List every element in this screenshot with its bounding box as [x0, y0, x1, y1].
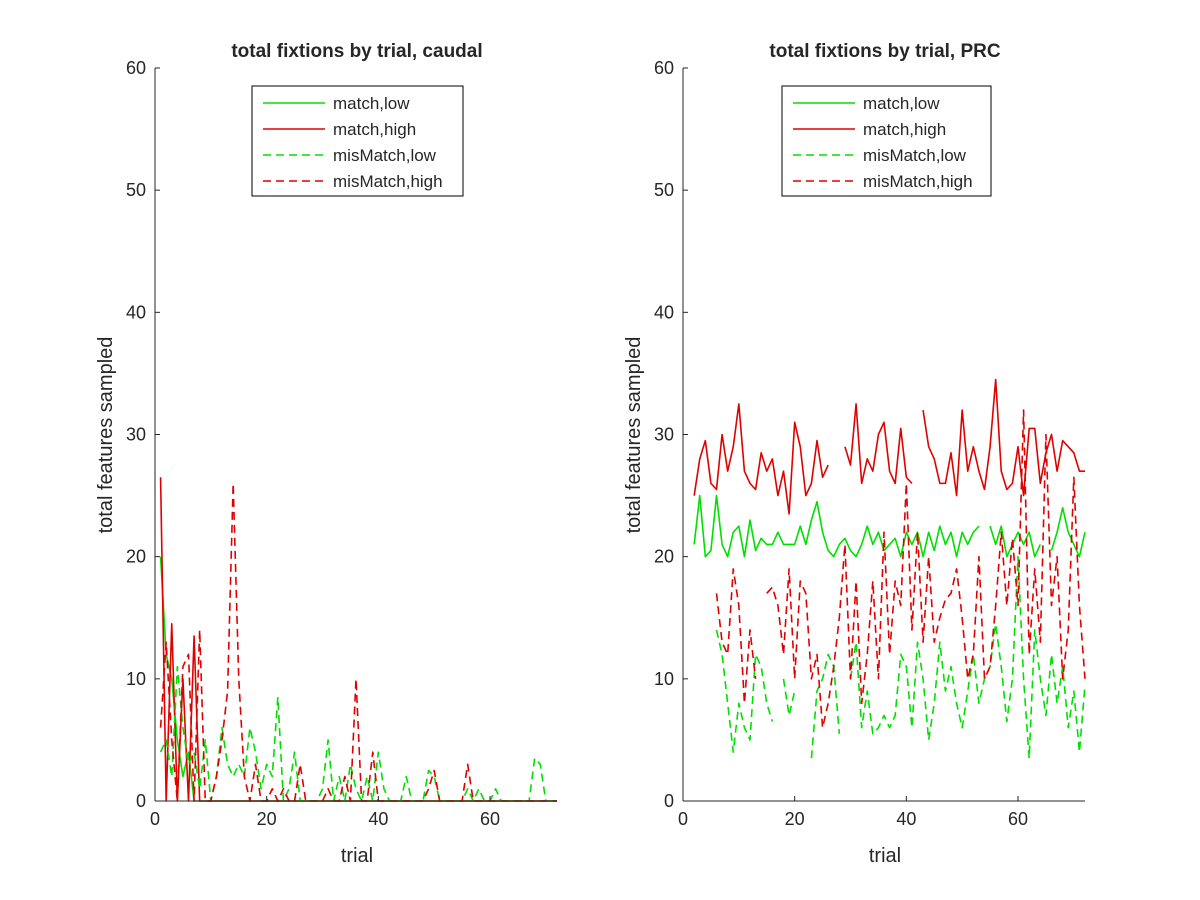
prc-y-tick-label: 60 [654, 58, 674, 78]
caudal-x-tick-label: 20 [257, 809, 277, 829]
prc-legend-label: misMatch,high [863, 172, 973, 191]
prc-series-line-match-low [693, 494, 1086, 558]
caudal-series-line-mismatch-low [159, 665, 557, 802]
chart-prc-y-axis-label: total features sampled [623, 337, 645, 534]
caudal-y-tick-label: 10 [126, 669, 146, 689]
caudal-legend-label: misMatch,low [333, 146, 437, 165]
prc-y-tick-label: 0 [664, 791, 674, 811]
caudal-legend-label: misMatch,high [333, 172, 443, 191]
prc-series-line-match-high [693, 378, 1085, 515]
prc-series-line-mismatch-high [715, 409, 1086, 729]
prc-y-tick-label: 40 [654, 302, 674, 322]
prc-y-tick-label: 10 [654, 669, 674, 689]
chart-caudal-y-axis-label: total features sampled [95, 337, 117, 534]
caudal-y-tick-label: 40 [126, 302, 146, 322]
caudal-y-tick-label: 30 [126, 425, 146, 445]
chart-caudal: total fixtions by trial, caudal 0 20 40 60 0… [95, 41, 557, 867]
chart-prc-plot-area: 0 20 40 600102030405060match,lowmatch,highm… [654, 58, 1086, 829]
chart-prc-x-axis-label: trial [869, 845, 901, 867]
prc-y-tick-label: 30 [654, 425, 674, 445]
caudal-x-tick-label: 40 [368, 809, 388, 829]
prc-x-tick-label: 0 [678, 809, 688, 829]
caudal-y-tick-label: 20 [126, 547, 146, 567]
prc-legend-label: match,low [863, 94, 940, 113]
chart-caudal-plot-area: 0 20 40 600102030405060match,lowmatch,highm… [126, 58, 557, 829]
prc-legend-label: match,high [863, 120, 946, 139]
prc-x-tick-label: 20 [785, 809, 805, 829]
caudal-x-tick-label: 0 [150, 809, 160, 829]
chart-caudal-title: total fixtions by trial, caudal [231, 41, 482, 62]
caudal-legend: match,low match,high misMatch,low misMatch,… [251, 85, 464, 197]
caudal-y-tick-label: 60 [126, 58, 146, 78]
prc-legend-label: misMatch,low [863, 146, 967, 165]
caudal-legend-box [251, 85, 464, 197]
caudal-legend-label: match,high [333, 120, 416, 139]
caudal-y-tick-label: 0 [136, 791, 146, 811]
caudal-x-tick-label: 60 [480, 809, 500, 829]
prc-series-line-mismatch-low [715, 555, 1086, 760]
chart-prc-title: total fixtions by trial, PRC [769, 41, 1000, 62]
prc-x-tick-label: 60 [1008, 809, 1028, 829]
prc-y-tick-label: 20 [654, 547, 674, 567]
chart-prc: total fixtions by trial, PRC 0 20 40 60 0 10 2… [623, 41, 1086, 867]
prc-y-tick-label: 50 [654, 180, 674, 200]
prc-x-tick-label: 40 [896, 809, 916, 829]
prc-legend-box [781, 85, 992, 197]
caudal-legend-label: match,low [333, 94, 410, 113]
caudal-y-tick-label: 50 [126, 180, 146, 200]
chart-caudal-x-axis-label: trial [341, 845, 373, 867]
prc-legend: match,low match,high misMatch,low misMatch,… [781, 85, 992, 197]
